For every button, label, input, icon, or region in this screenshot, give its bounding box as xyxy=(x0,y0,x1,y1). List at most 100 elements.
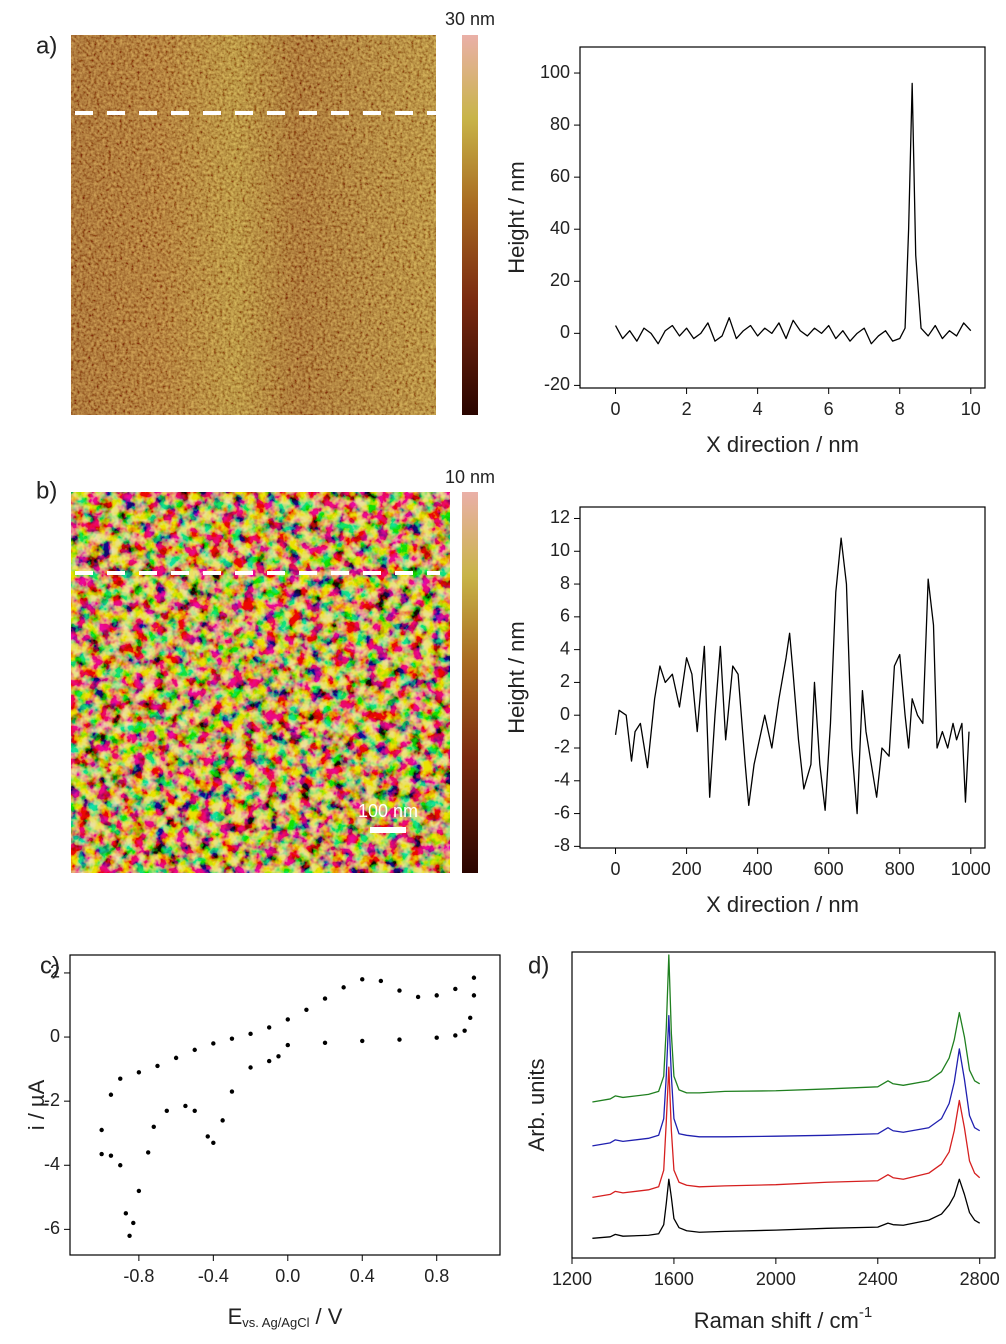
data-point xyxy=(205,1134,210,1139)
data-point xyxy=(462,1028,467,1033)
x-tick-label: 6 xyxy=(824,399,834,419)
y-tick-label: 4 xyxy=(560,638,570,658)
y-tick-label: 0 xyxy=(50,1026,60,1046)
x-tick-label: -0.8 xyxy=(123,1266,154,1286)
y-tick-label: 2 xyxy=(560,671,570,691)
data-point xyxy=(211,1041,216,1046)
x-tick-label: 1600 xyxy=(654,1269,694,1289)
data-point xyxy=(453,1033,458,1038)
data-point xyxy=(397,1037,402,1042)
x-axis-label-main: E xyxy=(228,1304,243,1329)
data-point xyxy=(136,1070,142,1075)
data-point xyxy=(220,1118,225,1123)
y-tick-label: -2 xyxy=(44,1090,60,1110)
x-axis-label-sup: -1 xyxy=(859,1304,872,1321)
data-point xyxy=(136,1188,142,1194)
x-tick-label: 800 xyxy=(885,859,915,879)
x-tick-label: 1200 xyxy=(552,1269,592,1289)
scale-bar xyxy=(370,827,406,833)
y-tick-label: -2 xyxy=(554,737,570,757)
y-tick-label: 20 xyxy=(550,270,570,290)
x-tick-label: 4 xyxy=(753,399,763,419)
y-axis-label: i / µA xyxy=(24,1079,49,1130)
data-line xyxy=(592,1014,981,1147)
data-point xyxy=(285,1017,290,1022)
y-tick-label: 2 xyxy=(50,962,60,982)
data-point xyxy=(118,1163,123,1168)
data-point xyxy=(322,996,328,1001)
y-tick-label: 8 xyxy=(560,573,570,593)
data-point xyxy=(304,1007,309,1013)
data-line xyxy=(614,537,970,815)
x-tick-label: 0.0 xyxy=(275,1266,300,1286)
data-point xyxy=(192,1047,197,1053)
y-tick-label: -6 xyxy=(554,802,570,822)
data-point xyxy=(192,1108,197,1113)
plot-frame xyxy=(69,954,501,1256)
data-point xyxy=(453,986,458,992)
data-point xyxy=(434,993,439,998)
x-tick-label: 2000 xyxy=(756,1269,796,1289)
y-tick-label: 0 xyxy=(560,322,570,342)
data-point xyxy=(285,1042,290,1048)
y-axis-label: Arb. units xyxy=(524,1059,549,1152)
y-tick-label: -4 xyxy=(44,1154,60,1174)
data-point xyxy=(322,1040,328,1046)
data-point xyxy=(99,1127,104,1133)
y-tick-label: -20 xyxy=(544,374,570,394)
data-line xyxy=(592,954,981,1103)
data-line xyxy=(614,82,972,345)
x-tick-label: 0.4 xyxy=(350,1266,375,1286)
data-point xyxy=(131,1220,136,1226)
x-tick-label: 0.8 xyxy=(424,1266,449,1286)
x-axis-label-sub: vs. Ag/AgCl xyxy=(242,1315,309,1330)
data-line xyxy=(592,1066,981,1199)
x-tick-label: 2 xyxy=(682,399,692,419)
x-tick-label: 400 xyxy=(743,859,773,879)
plot-frame xyxy=(579,506,986,849)
y-tick-label: 0 xyxy=(560,704,570,724)
x-tick-label: 2400 xyxy=(858,1269,898,1289)
data-point xyxy=(415,994,421,1000)
data-point xyxy=(155,1063,160,1069)
colorbar-label: 10 nm xyxy=(445,467,495,487)
x-axis-label: Evs. Ag/AgCl / V xyxy=(228,1304,343,1331)
data-point xyxy=(266,1025,272,1030)
data-point xyxy=(99,1151,104,1157)
x-tick-label: 600 xyxy=(814,859,844,879)
data-point xyxy=(151,1124,156,1129)
y-tick-label: 100 xyxy=(540,62,570,82)
data-point xyxy=(471,993,477,998)
panel-label: d) xyxy=(528,952,549,979)
colorbar xyxy=(462,35,478,415)
data-point xyxy=(211,1140,216,1146)
data-point xyxy=(378,978,384,984)
data-point xyxy=(471,975,477,980)
data-point xyxy=(276,1054,281,1059)
x-tick-label: 2800 xyxy=(960,1269,1000,1289)
data-point xyxy=(397,988,402,993)
data-line xyxy=(592,1178,981,1239)
x-tick-label: 8 xyxy=(895,399,905,419)
data-point xyxy=(123,1211,129,1216)
x-tick-label: 10 xyxy=(961,399,981,419)
data-point xyxy=(229,1089,235,1094)
y-axis-label: Height / nm xyxy=(504,161,529,274)
plot-frame xyxy=(579,46,986,389)
colorbar-label: 30 nm xyxy=(445,9,495,29)
y-tick-label: 60 xyxy=(550,166,570,186)
data-point xyxy=(248,1031,253,1037)
data-point xyxy=(127,1233,132,1238)
data-point xyxy=(229,1036,235,1041)
colorbar xyxy=(462,492,478,873)
plot-frame xyxy=(571,951,996,1259)
y-tick-label: 12 xyxy=(550,507,570,527)
data-point xyxy=(341,985,346,990)
panel-label: c) xyxy=(40,952,60,979)
y-tick-label: -8 xyxy=(554,835,570,855)
x-axis-label: Raman shift / cm-1 xyxy=(694,1304,872,1333)
x-axis-label: X direction / nm xyxy=(706,432,859,457)
data-point xyxy=(266,1058,272,1064)
data-point xyxy=(468,1015,473,1021)
